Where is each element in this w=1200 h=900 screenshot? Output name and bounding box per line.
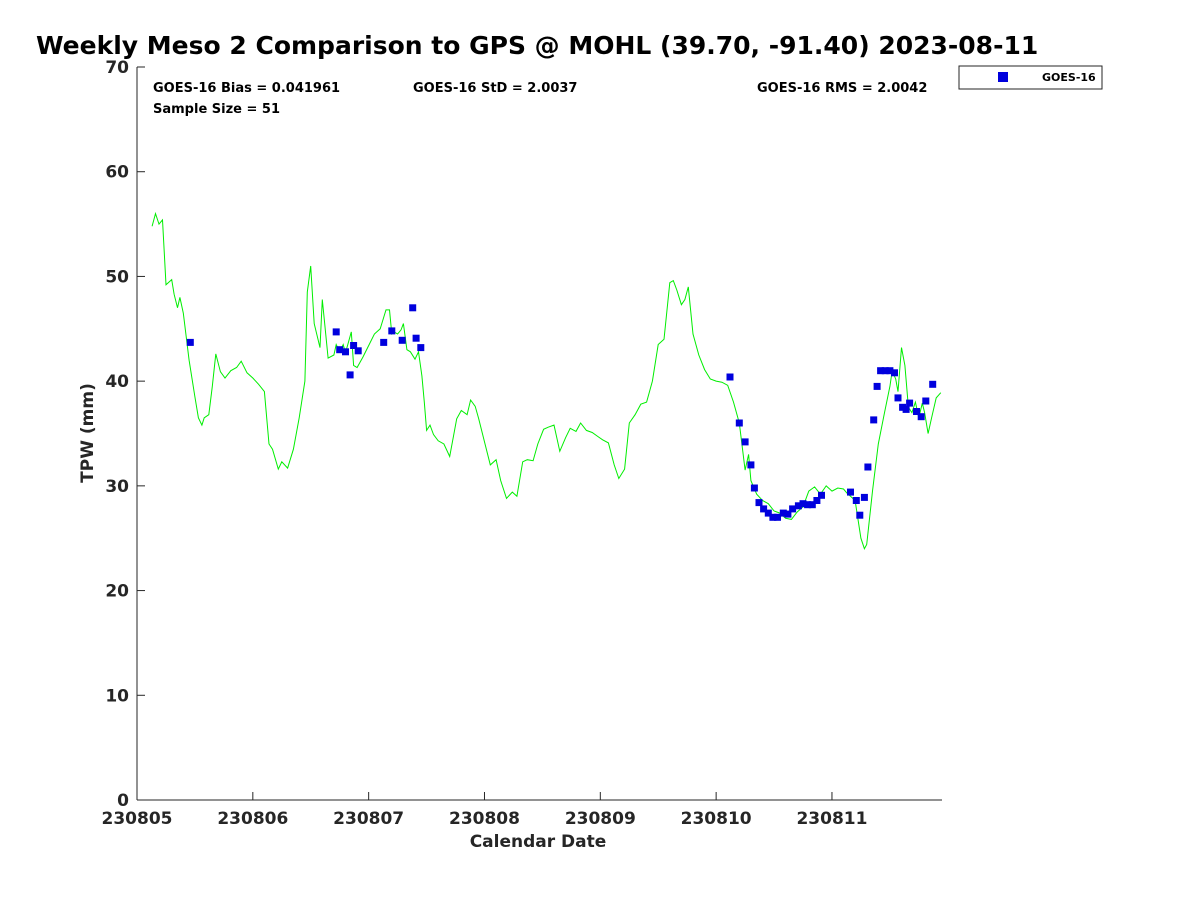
goes-point xyxy=(735,419,743,427)
goes-point xyxy=(891,369,898,377)
goes-point xyxy=(922,397,930,405)
goes-point xyxy=(813,497,821,504)
goes-markers xyxy=(186,304,937,521)
y-tick-label: 60 xyxy=(105,163,129,183)
x-tick-label: 230806 xyxy=(217,809,288,829)
y-tick-label: 70 xyxy=(105,58,129,78)
goes-point xyxy=(760,505,768,513)
goes-point xyxy=(906,399,914,407)
goes-point xyxy=(354,347,362,355)
goes-point xyxy=(873,382,881,390)
goes-point xyxy=(886,367,894,375)
goes-point xyxy=(769,513,777,521)
y-tick-label: 50 xyxy=(105,267,129,287)
goes-point xyxy=(388,327,396,335)
plot-area xyxy=(137,67,942,800)
goes-point xyxy=(913,408,920,415)
y-tick-label: 10 xyxy=(105,686,129,706)
goes-point xyxy=(894,394,902,402)
goes-point xyxy=(779,509,787,517)
goes-point xyxy=(856,511,864,519)
y-axis-label: TPW (mm) xyxy=(78,383,98,483)
goes-point xyxy=(902,405,910,413)
goes-point xyxy=(929,380,937,388)
legend: GOES-16 xyxy=(958,65,1103,90)
legend-marker xyxy=(998,72,1008,82)
rms-stat: GOES-16 RMS = 2.0042 xyxy=(757,81,927,96)
chart-title: Weekly Meso 2 Comparison to GPS @ MOHL (… xyxy=(36,31,1038,60)
x-axis-label: Calendar Date xyxy=(470,832,607,852)
goes-point xyxy=(774,513,781,521)
goes-point xyxy=(336,346,344,354)
y-tick-label: 30 xyxy=(105,477,129,497)
goes-point xyxy=(794,502,802,510)
goes-point xyxy=(409,304,417,312)
goes-point xyxy=(804,501,812,509)
legend-box xyxy=(958,65,1103,90)
goes-point xyxy=(186,338,194,346)
goes-point xyxy=(755,499,763,507)
goes-point xyxy=(412,334,420,342)
goes-point xyxy=(380,338,388,346)
goes-point xyxy=(346,371,354,379)
goes-point xyxy=(332,328,340,336)
x-tick-label: 230807 xyxy=(333,809,404,829)
goes-point xyxy=(881,367,889,375)
goes-point xyxy=(852,497,860,504)
bias-stat: GOES-16 Bias = 0.041961 xyxy=(153,81,340,96)
goes-point xyxy=(864,463,872,471)
goes-point xyxy=(808,501,816,509)
goes-point xyxy=(747,461,755,469)
y-ticks: 0 10 20 30 40 50 60 70 xyxy=(105,58,145,811)
goes-point xyxy=(870,416,878,424)
x-tick-label: 230805 xyxy=(102,809,173,829)
y-tick-label: 20 xyxy=(105,582,129,602)
goes-point xyxy=(860,493,868,501)
sample-size-stat: Sample Size = 51 xyxy=(153,102,280,117)
goes-point xyxy=(750,484,758,492)
goes-point xyxy=(917,413,925,421)
goes-point xyxy=(342,348,349,356)
goes-point xyxy=(799,500,807,508)
y-tick-label: 0 xyxy=(117,791,129,811)
goes-point xyxy=(818,491,825,499)
goes-point xyxy=(398,336,406,344)
x-tick-label: 230810 xyxy=(681,809,752,829)
x-ticks: 230805 230806 230807 230808 230809 230810 2308… xyxy=(102,792,867,829)
goes-point xyxy=(417,344,425,352)
goes-point xyxy=(847,488,854,496)
x-tick-label: 230811 xyxy=(796,809,867,829)
goes-point xyxy=(350,342,358,349)
goes-point xyxy=(877,367,885,375)
std-stat: GOES-16 StD = 2.0037 xyxy=(413,81,577,96)
goes-point xyxy=(789,505,797,513)
x-tick-label: 230808 xyxy=(449,809,520,829)
legend-label: GOES-16 xyxy=(1042,71,1096,84)
goes-point xyxy=(784,510,792,518)
goes-point xyxy=(741,438,749,446)
gps-series-line xyxy=(151,211,942,550)
y-tick-label: 40 xyxy=(105,372,129,392)
goes-point xyxy=(764,509,772,517)
x-tick-label: 230809 xyxy=(565,809,636,829)
goes-point xyxy=(726,373,734,381)
